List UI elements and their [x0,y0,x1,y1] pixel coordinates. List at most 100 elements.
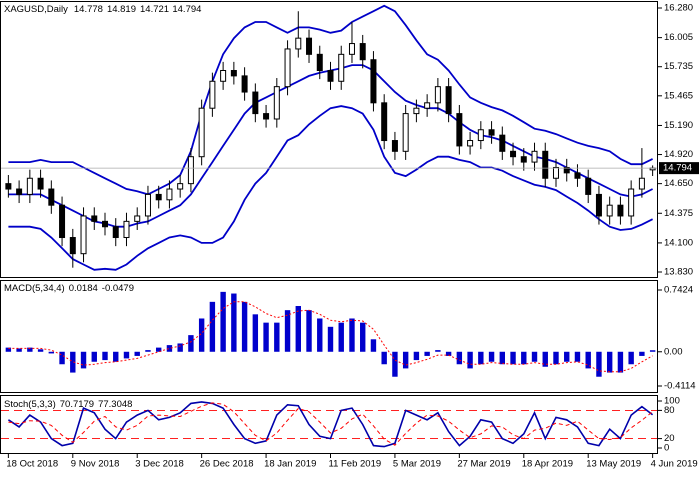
candle-body [628,188,635,217]
candle-body [166,188,173,201]
macd-bar [155,347,162,352]
plot-layer: 16.280 16.005 15.735 15.465 15.190 14.920 14.6… [1,3,699,470]
macd-bar [113,351,119,362]
bollinger-band [8,4,653,196]
y-tick-label: 14.650 [664,178,693,189]
candle-body [574,172,581,179]
candle-body [424,102,431,109]
y-tick-label: 0 [664,443,669,454]
macd-bar [241,301,248,352]
y-tick-label: 15.735 [664,61,693,72]
candle-body [155,193,162,201]
macd-bar [413,351,420,361]
x-tick-label: 18 Jan 2019 [264,459,316,470]
y-tick-label: 13.830 [664,267,693,278]
candle-body [230,69,237,77]
x-tick-label: 18 Apr 2019 [522,459,573,470]
macd-bar [360,322,366,352]
macd-bar [123,351,130,359]
candle-body [606,204,613,217]
symbol: XAGUSD,Daily [4,4,68,15]
macd-bar [585,351,591,369]
candle-body [123,220,130,239]
macd-bar [467,351,473,369]
candle-body [198,107,205,158]
stoch-line [8,402,653,446]
macd-bar [596,351,602,377]
candle-body [531,150,538,163]
x-tick-label: 5 Mar 2019 [393,459,441,470]
macd-bar [295,306,301,352]
macd-bar [16,348,22,352]
macd-bar [488,351,495,362]
candle-body [273,86,280,120]
macd-bar [402,351,409,369]
candle-body [477,129,484,142]
macd-bar [91,351,97,362]
macd-bar [456,351,463,365]
macd-bar [317,318,323,352]
candle-body [370,59,377,104]
candle-body [467,140,474,147]
last-price-label: 14.794 [663,163,692,174]
macd-value: 0.0184 [69,283,98,294]
macd-bar [231,293,237,352]
macd-title: MACD(5,34,4) [4,283,65,294]
candle-body [16,188,23,195]
macd-bar [628,351,634,365]
stoch-header: Stoch(5,3,3) 70.7179 77.3048 [4,399,132,410]
macd-bar [198,318,205,352]
header-open: 14.778 [74,4,103,15]
stoch-title: Stoch(5,3,3) [4,399,56,410]
header-low: 14.721 [140,4,169,15]
candle-body [520,156,527,163]
macd-bar [435,350,441,352]
macd-bar [27,347,33,352]
candle-body [220,69,227,82]
y-tick-label: 16.005 [664,32,693,43]
macd-bar [424,351,430,356]
candle-body [102,220,109,228]
candle-body [144,193,151,217]
macd-bar [209,301,216,352]
x-tick-label: 9 Nov 2018 [71,459,120,470]
macd-bar [606,351,613,373]
macd-bar [574,351,581,362]
stoch-line [7,401,654,448]
candle-body [134,215,141,222]
macd-bar [48,351,55,354]
candle-body [499,134,506,152]
candle-body [638,177,645,190]
y-tick-label: 14.375 [664,208,693,219]
candle-body [391,140,398,152]
macd-bar [649,350,656,352]
stoch-panel [0,395,658,454]
candle-body [445,86,452,115]
macd-bar [274,322,280,352]
y-tick-label: 0.7424 [664,285,693,296]
candle-body [80,215,87,255]
candle-body [316,53,323,71]
candle-body [381,102,388,142]
macd-bar [220,291,226,352]
x-tick-label: 18 Oct 2018 [6,459,58,470]
y-tick-label: 14.920 [664,149,693,160]
price-header: XAGUSD,Daily 14.778 14.819 14.721 14.794 [4,4,201,15]
price-panel [0,1,658,278]
candle-body [488,129,495,136]
x-tick-label: 27 Mar 2019 [457,459,510,470]
macd-bar [177,343,183,352]
y-tick-label: 14.100 [664,237,693,248]
y-tick-label: 0.00 [664,346,683,357]
candle-body [585,177,592,195]
macd-bar [499,351,506,365]
candle-body [263,113,270,120]
signal-line [8,301,653,373]
candle-body [26,177,33,195]
macd-header: MACD(5,34,4) 0.0184 -0.0479 [4,283,134,294]
candle-body [327,69,334,82]
y-tick-label: 80 [664,405,675,416]
macd-bar [521,351,527,365]
macd-bar [263,322,269,352]
x-tick-label: 3 Dec 2018 [135,459,184,470]
